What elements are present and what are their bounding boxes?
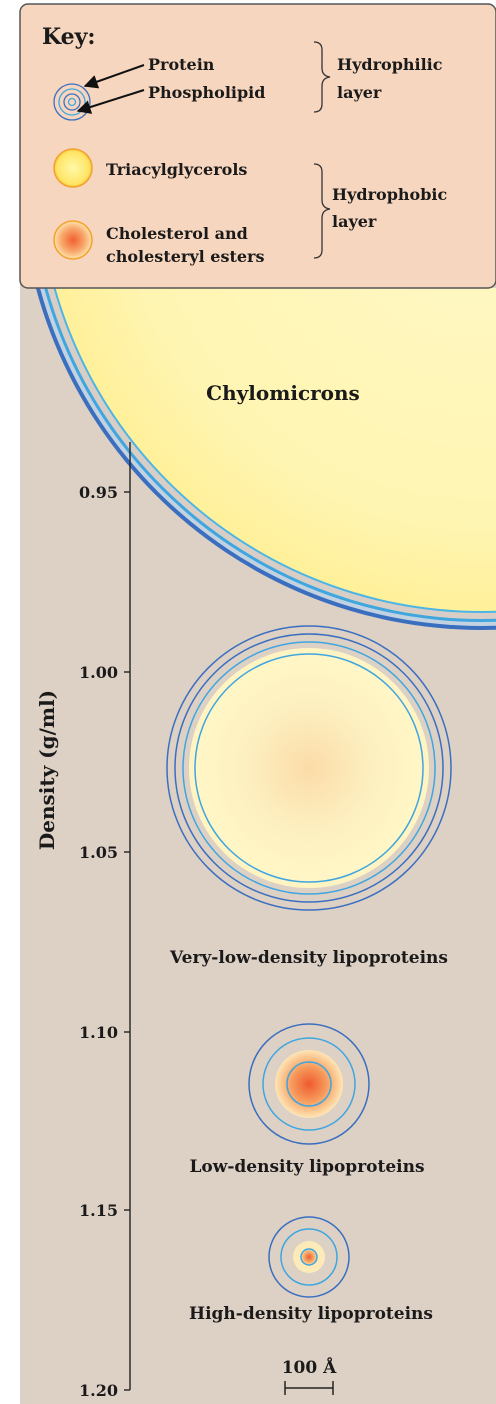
key-hydrophilic-label-2: layer <box>337 83 382 102</box>
key-hydrophobic-label-1: Hydrophobic <box>332 185 447 204</box>
tick-label-110: 1.10 <box>79 1023 118 1042</box>
key-cholesterol-label-1: Cholesterol and <box>106 224 248 243</box>
protein-arrow-icon <box>83 64 145 89</box>
axis-title: Density (g/ml) <box>35 690 59 850</box>
key-box: Key: Protein Phospholipid Hydrophilic la… <box>19 3 496 289</box>
key-hydrophilic-label-1: Hydrophilic <box>337 55 443 74</box>
cholesterol-swatch-icon <box>53 220 93 260</box>
vldl-label: Very-low-density lipoproteins <box>169 948 448 968</box>
vldl-particle <box>166 625 452 911</box>
density-axis: 0.95 1.00 1.05 1.10 1.15 1.20 Density (g… <box>35 442 131 1400</box>
scale-bar: 100 Å <box>282 1356 337 1395</box>
key-hydrophobic-label-2: layer <box>332 212 377 231</box>
key-protein-label: Protein <box>148 55 215 74</box>
key-cholesterol-label-2: cholesteryl esters <box>106 247 264 266</box>
tick-label-100: 1.00 <box>79 663 118 682</box>
ldl-label: Low-density lipoproteins <box>189 1157 424 1177</box>
key-triacylglycerols-label: Triacylglycerols <box>106 160 247 179</box>
triacylglycerol-swatch-icon <box>53 148 93 188</box>
tick-label-095: 0.95 <box>79 483 118 502</box>
chylomicron-particle <box>35 288 496 630</box>
chylomicrons-label: Chylomicrons <box>206 381 360 405</box>
tick-label-105: 1.05 <box>79 843 118 862</box>
key-phospholipid-label: Phospholipid <box>148 83 265 102</box>
scale-bar-label: 100 Å <box>282 1356 337 1378</box>
hydrophobic-brace <box>313 163 331 259</box>
hydrophilic-brace <box>313 41 331 113</box>
ldl-particle <box>248 1023 370 1145</box>
phospholipid-arrow-icon <box>76 89 145 114</box>
hdl-particle <box>268 1216 350 1298</box>
tick-label-120: 1.20 <box>79 1381 118 1400</box>
key-title: Key: <box>42 24 96 50</box>
hdl-label: High-density lipoproteins <box>189 1304 433 1324</box>
tick-label-115: 1.15 <box>79 1201 118 1220</box>
